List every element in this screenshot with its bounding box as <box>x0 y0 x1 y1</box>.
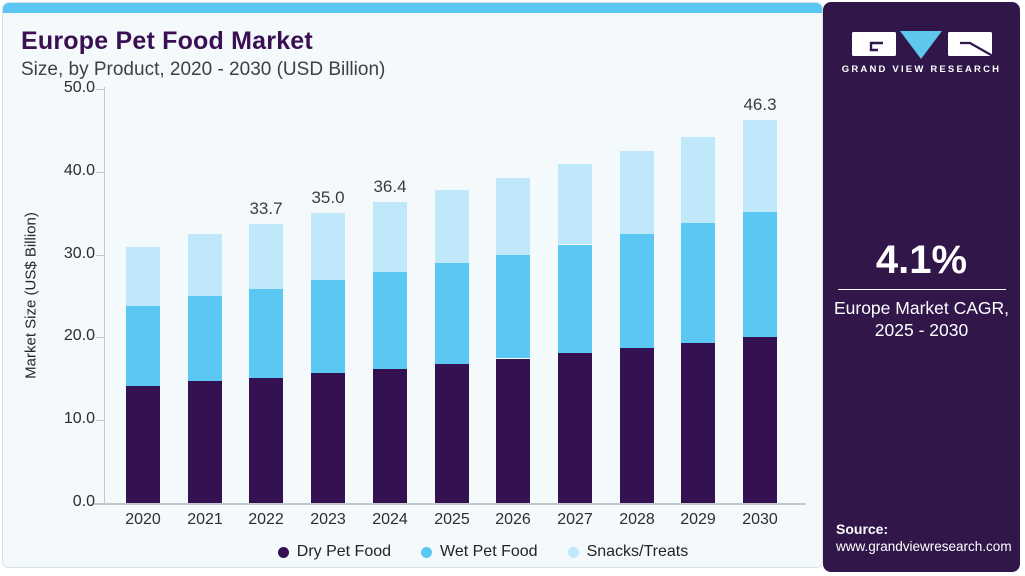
source-label: Source: <box>836 521 889 537</box>
x-tick-label: 2022 <box>248 511 284 528</box>
bar-segment-dry-pet-food <box>496 359 530 503</box>
legend-dot <box>567 546 579 558</box>
bar-segment-wet-pet-food <box>743 212 777 337</box>
bar-segment-snacks-treats <box>681 137 715 223</box>
legend-dot <box>277 546 289 558</box>
bar-segment-dry-pet-food <box>126 386 160 503</box>
bar-segment-dry-pet-food <box>373 369 407 503</box>
y-tick-label: 30.0 <box>63 244 95 262</box>
x-tick-label: 2029 <box>680 511 716 528</box>
y-tick-label: 10.0 <box>63 410 95 428</box>
y-axis-title: Market Size (US$ Billion) <box>22 212 40 379</box>
source-block: Source: www.grandviewresearch.com <box>836 520 1012 556</box>
bar-segment-dry-pet-food <box>620 348 654 503</box>
y-tick-mark <box>96 89 104 90</box>
x-tick-label: 2020 <box>125 511 161 528</box>
x-tick-label: 2030 <box>742 511 778 528</box>
y-tick-mark <box>96 420 104 422</box>
y-tick-mark <box>96 503 104 504</box>
y-tick-label: 20.0 <box>63 327 95 345</box>
bar-segment-snacks-treats <box>435 190 469 263</box>
bar-segment-wet-pet-food <box>311 280 345 373</box>
x-tick-label: 2028 <box>619 511 655 528</box>
source-url[interactable]: www.grandviewresearch.com <box>836 539 1012 554</box>
bar-segment-wet-pet-food <box>496 255 530 358</box>
cagr-label-line1: Europe Market CAGR, <box>833 298 1010 318</box>
legend-label: Wet Pet Food <box>440 543 538 560</box>
accent-top-bar <box>3 3 822 13</box>
bar-total-label: 35.0 <box>311 188 345 207</box>
bar-segment-snacks-treats <box>249 224 283 289</box>
page-title: Europe Pet Food Market <box>21 27 313 55</box>
page-subtitle: Size, by Product, 2020 - 2030 (USD Billi… <box>21 59 386 80</box>
y-axis-line <box>104 87 105 504</box>
cagr-label-line2: 2025 - 2030 <box>874 319 969 340</box>
bar-total-label: 33.7 <box>249 199 283 218</box>
legend-label: Snacks/Treats <box>586 543 689 560</box>
legend-item-snacks-treats: Snacks/Treats <box>567 543 689 561</box>
bar-segment-dry-pet-food <box>681 343 715 503</box>
bar-segment-snacks-treats <box>311 213 345 280</box>
y-tick-mark <box>96 254 104 256</box>
x-tick-label: 2027 <box>557 511 593 528</box>
x-tick-label: 2023 <box>310 511 346 528</box>
cagr-block: 4.1% Europe Market CAGR, 2025 - 2030 <box>823 240 1020 342</box>
gvr-logo <box>823 29 1020 66</box>
bar-segment-wet-pet-food <box>620 234 654 348</box>
y-tick-mark <box>96 337 104 339</box>
bar-segment-dry-pet-food <box>188 381 222 503</box>
bar-segment-dry-pet-food <box>249 377 283 503</box>
cagr-divider <box>837 289 1006 290</box>
cagr-value: 4.1% <box>875 238 968 282</box>
x-tick-label: 2025 <box>434 511 470 528</box>
chart-legend: Dry Pet Food Wet Pet Food Snacks/Treats <box>143 540 822 564</box>
bar-total-label: 46.3 <box>743 95 777 114</box>
legend-label: Dry Pet Food <box>296 543 392 560</box>
bar-segment-dry-pet-food <box>558 353 592 503</box>
bar-segment-dry-pet-food <box>311 373 345 503</box>
bar-segment-snacks-treats <box>373 202 407 272</box>
bar-segment-snacks-treats <box>743 120 777 212</box>
y-tick-mark <box>96 171 104 173</box>
bar-segment-dry-pet-food <box>435 364 469 503</box>
legend-dot <box>421 546 433 558</box>
legend-item-wet-pet-food: Wet Pet Food <box>421 543 538 561</box>
y-tick-label: 40.0 <box>63 161 95 179</box>
bar-segment-snacks-treats <box>620 151 654 234</box>
y-tick-label: 0.0 <box>72 493 95 510</box>
gvr-logo-icon <box>851 31 993 59</box>
brand-sidebar: GRAND VIEW RESEARCH 4.1% Europe Market C… <box>823 2 1020 572</box>
bar-segment-wet-pet-food <box>188 296 222 381</box>
bar-segment-snacks-treats <box>558 164 592 244</box>
brand-name: GRAND VIEW RESEARCH <box>841 64 1002 75</box>
bar-segment-dry-pet-food <box>743 337 777 503</box>
bar-total-label: 36.4 <box>373 177 407 196</box>
y-tick-label: 50.0 <box>63 79 95 96</box>
bar-segment-wet-pet-food <box>373 272 407 369</box>
bar-segment-wet-pet-food <box>558 245 592 353</box>
x-axis-line <box>94 503 806 505</box>
bar-segment-wet-pet-food <box>681 223 715 343</box>
bar-segment-snacks-treats <box>188 234 222 296</box>
bar-segment-wet-pet-food <box>435 263 469 364</box>
x-tick-label: 2026 <box>495 511 531 528</box>
chart-card: Europe Pet Food Market Size, by Product,… <box>2 2 823 568</box>
x-tick-label: 2021 <box>187 511 223 528</box>
x-tick-label: 2024 <box>372 511 408 528</box>
legend-item-dry-pet-food: Dry Pet Food <box>277 543 392 561</box>
bar-segment-snacks-treats <box>126 247 160 306</box>
bar-segment-wet-pet-food <box>126 306 160 386</box>
bar-segment-wet-pet-food <box>249 289 283 378</box>
bar-segment-snacks-treats <box>496 178 530 255</box>
